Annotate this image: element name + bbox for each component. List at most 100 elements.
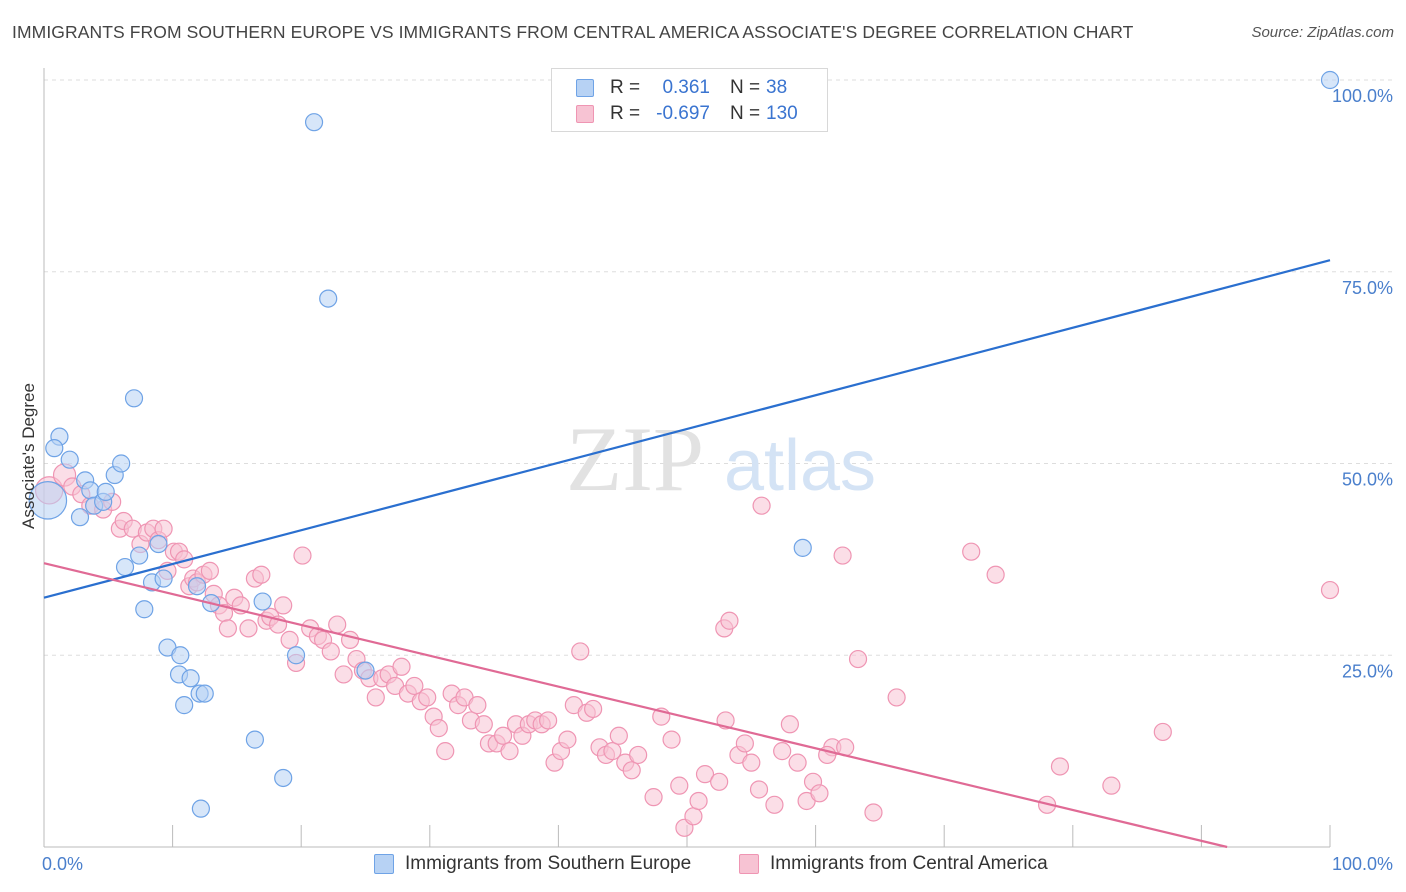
point-southern-europe-37 [1320, 70, 1340, 90]
point-central-america-105 [749, 780, 769, 799]
series-central-america-points [34, 463, 1340, 837]
point-central-america-44 [328, 615, 347, 634]
point-southern-europe-29 [245, 730, 265, 749]
point-central-america-43 [321, 642, 340, 661]
legend-swatch-pink [576, 105, 594, 123]
chart-title: IMMIGRANTS FROM SOUTHERN EUROPE VS IMMIG… [12, 22, 1134, 42]
point-central-america-50 [366, 688, 385, 707]
y-tick-label-50: 50.0% [1342, 470, 1393, 490]
point-central-america-97 [684, 807, 703, 826]
point-central-america-107 [773, 742, 792, 761]
trend-line-central-america [43, 562, 1228, 849]
point-central-america-82 [571, 642, 590, 661]
point-central-america-39 [293, 546, 312, 565]
point-central-america-95 [670, 776, 689, 795]
stats-legend: R = 0.361 N = 38 R = -0.697 N = 130 [551, 68, 828, 132]
point-central-america-87 [603, 742, 622, 761]
legend-r-value-pink: -0.697 [656, 103, 710, 124]
point-central-america-88 [609, 726, 628, 745]
point-central-america-125 [1050, 757, 1070, 776]
point-southern-europe-0 [28, 481, 68, 520]
point-southern-europe-18 [135, 600, 154, 619]
point-central-america-67 [474, 715, 493, 734]
point-southern-europe-14 [130, 546, 149, 565]
point-central-america-14 [154, 519, 173, 538]
legend-r-label: R = [610, 103, 641, 124]
point-central-america-116 [720, 611, 739, 630]
point-central-america-98 [689, 791, 708, 811]
point-central-america-120 [864, 803, 883, 822]
point-central-america-91 [629, 745, 648, 765]
point-central-america-90 [622, 761, 641, 780]
point-southern-europe-35 [356, 661, 375, 680]
stats-legend-row-southern-europe: R = 0.361 N = 38 [552, 75, 827, 101]
series-southern-europe-points [28, 70, 1340, 818]
legend-label-central-america: Immigrants from Central America [770, 853, 1048, 874]
point-central-america-23 [200, 561, 219, 580]
point-central-america-108 [780, 715, 799, 734]
legend-n-value-blue: 38 [766, 77, 788, 98]
watermark-atlas: atlas [724, 426, 876, 506]
axes [43, 68, 1331, 848]
point-central-america-123 [986, 565, 1005, 584]
point-central-america-58 [418, 688, 437, 707]
point-southern-europe-28 [191, 799, 210, 818]
point-central-america-106 [765, 795, 784, 814]
stats-legend-row-central-america: R = -0.697 N = 130 [552, 101, 827, 127]
point-central-america-27 [218, 619, 237, 638]
point-central-america-66 [468, 696, 487, 715]
x-tick-label-right: 100.0% [1332, 854, 1393, 874]
point-central-america-37 [280, 630, 299, 650]
point-southern-europe-6 [70, 508, 90, 527]
point-southern-europe-9 [96, 482, 115, 501]
chart-source: Source: ZipAtlas.com [1251, 24, 1394, 41]
point-central-america-128 [1320, 580, 1340, 600]
point-central-america-70 [494, 726, 513, 745]
point-southern-europe-16 [149, 534, 168, 554]
point-central-america-126 [1102, 776, 1121, 795]
point-central-america-122 [962, 542, 981, 561]
point-southern-europe-13 [115, 557, 135, 577]
point-central-america-45 [334, 665, 353, 684]
point-central-america-32 [252, 565, 271, 584]
point-central-america-46 [340, 630, 360, 650]
grid-lines [44, 79, 1392, 656]
y-tick-label-100: 100.0% [1332, 86, 1393, 106]
point-southern-europe-20 [171, 646, 190, 665]
point-southern-europe-32 [286, 646, 306, 665]
legend-r-label: R = [610, 77, 641, 98]
legend-swatch-blue [576, 79, 594, 97]
point-central-america-54 [392, 657, 411, 676]
trend-lines [43, 259, 1331, 849]
point-central-america-61 [436, 742, 455, 761]
point-southern-europe-3 [60, 450, 79, 469]
point-southern-europe-31 [274, 768, 293, 788]
point-southern-europe-36 [793, 538, 812, 557]
point-central-america-109 [788, 753, 807, 772]
point-central-america-80 [558, 730, 577, 749]
x-tick-label-left: 0.0% [42, 854, 83, 874]
point-central-america-99 [695, 765, 715, 784]
legend-r-value-blue: 0.361 [662, 77, 710, 98]
point-southern-europe-23 [175, 696, 194, 715]
point-southern-europe-17 [154, 569, 173, 588]
trend-line-southern-europe [43, 259, 1331, 599]
point-central-america-36 [274, 596, 293, 615]
point-central-america-117 [752, 496, 771, 515]
point-central-america-92 [644, 788, 663, 807]
watermark-zip: ZIP [566, 408, 704, 510]
point-central-america-104 [742, 753, 761, 772]
point-central-america-56 [405, 676, 424, 696]
point-central-america-30 [239, 619, 258, 638]
y-tick-label-25: 25.0% [1342, 661, 1393, 681]
point-central-america-77 [539, 711, 558, 730]
y-tick-label-75: 75.0% [1342, 278, 1393, 298]
legend-n-value-pink: 130 [766, 103, 798, 124]
point-central-america-112 [810, 784, 829, 803]
point-central-america-127 [1153, 722, 1172, 742]
point-southern-europe-25 [195, 684, 214, 703]
point-southern-europe-2 [45, 439, 64, 458]
point-southern-europe-22 [181, 669, 200, 688]
point-central-america-100 [710, 772, 729, 791]
